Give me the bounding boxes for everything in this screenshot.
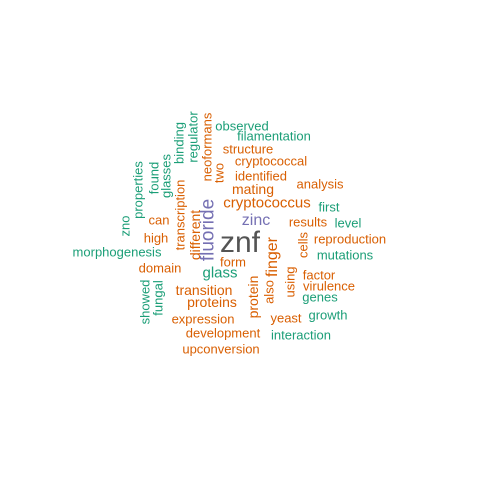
word-level: level [334,215,362,231]
word-transcription: transcription [172,179,188,251]
word-transition: transition [175,282,233,298]
word-regulator: regulator [185,111,201,163]
word-development: development [185,325,261,341]
word-binding: binding [171,122,187,164]
word-morphogenesis: morphogenesis [72,244,162,260]
word-domain: domain [138,260,182,276]
word-analysis: analysis [296,176,344,192]
word-neoformans: neoformans [199,112,215,182]
word-growth: growth [308,307,348,323]
word-filamentation: filamentation [237,128,311,144]
word-zinc: zinc [241,212,271,229]
word-mating: mating [231,181,275,197]
word-first: first [318,199,340,215]
word-structure: structure [222,141,274,157]
word-yeast: yeast [270,310,302,326]
word-cells: cells [295,231,311,259]
word-finger: finger [264,236,281,278]
word-fungal: fungal [150,280,166,316]
word-identified: identified [234,168,288,184]
word-factor: factor [302,267,336,283]
word-showed: showed [137,279,153,325]
word-protein: protein [245,275,261,319]
word-glass: glass [202,264,238,282]
word-reproduction: reproduction [313,231,387,247]
word-upconversion: upconversion [182,341,260,357]
word-znf: znf [219,226,261,259]
word-genes: genes [302,289,338,305]
word-also: also [261,280,277,304]
word-virulence: virulence [302,278,356,294]
word-expression: expression [171,311,235,327]
word-high: high [143,230,169,246]
word-mutations: mutations [316,247,374,263]
word-cryptococcus: cryptococcus [223,194,311,212]
word-cryptococcal: cryptococcal [234,153,308,169]
word-observed: observed [215,118,269,134]
word-properties: properties [130,161,146,219]
word-proteins: proteins [187,294,237,310]
word-can: can [148,212,170,228]
word-results: results [288,214,328,230]
word-interaction: interaction [271,327,331,343]
word-different: different [187,209,203,261]
word-form: form [220,254,246,270]
word-using: using [282,266,298,298]
